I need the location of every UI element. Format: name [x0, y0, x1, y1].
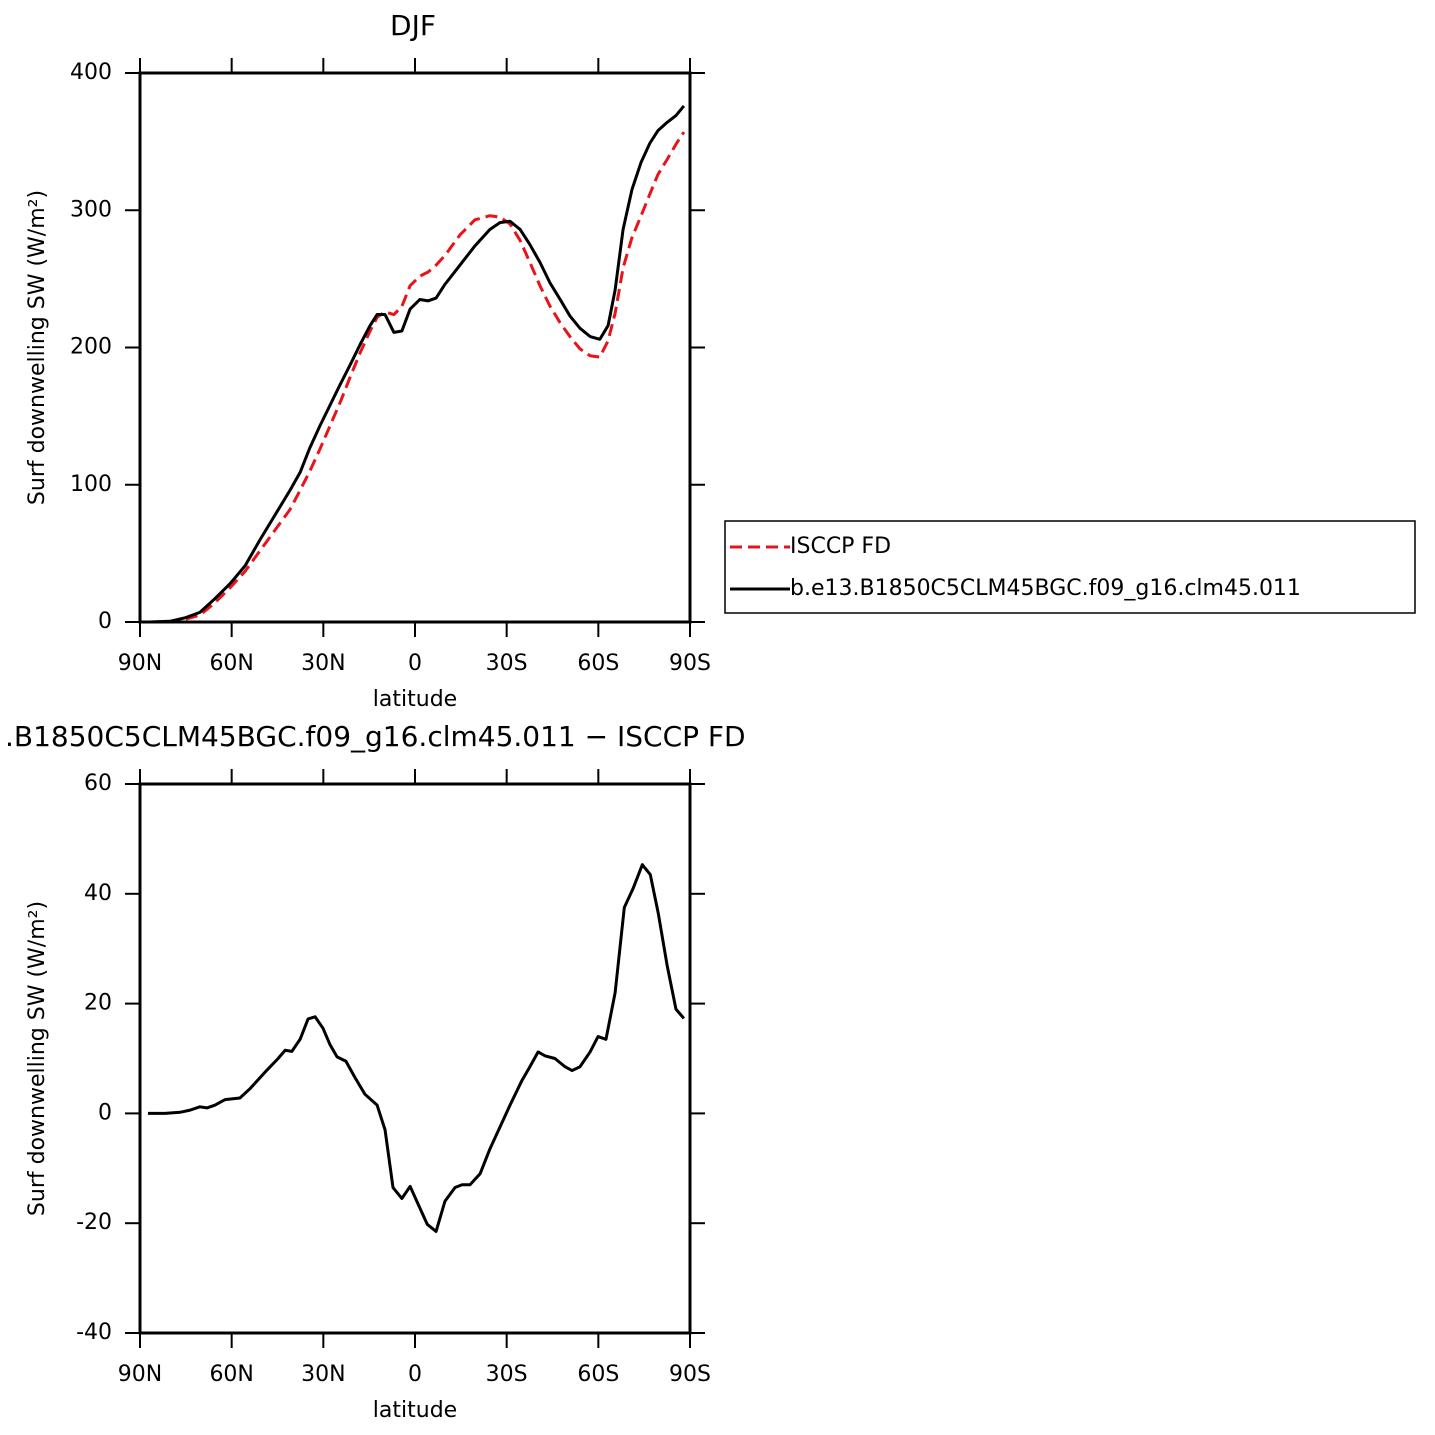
x-tick-label: 0 [408, 1362, 422, 1387]
y-tick-label: 100 [70, 472, 112, 497]
data-line [147, 863, 686, 1233]
x-tick-label: 90N [118, 1362, 162, 1387]
y-axis-label: Surf downwelling SW (W/m²) [25, 190, 50, 505]
chart-title: DJF [390, 9, 436, 42]
x-axis-label: latitude [373, 687, 457, 712]
chart-title: .B1850C5CLM45BGC.f09_g16.clm45.011 − ISC… [5, 720, 746, 753]
y-axis-label: Surf downwelling SW (W/m²) [25, 901, 50, 1216]
x-tick-label: 0 [408, 651, 422, 676]
plot-frame [138, 71, 692, 624]
x-tick-label: 30N [301, 1362, 345, 1387]
x-tick-label: 30N [301, 651, 345, 676]
x-tick-label: 30S [486, 1362, 528, 1387]
x-tick-label: 90N [118, 651, 162, 676]
x-tick-label: 60N [209, 1362, 253, 1387]
y-tick-label: 300 [70, 197, 112, 222]
data-line [150, 131, 686, 624]
y-tick-label: 400 [70, 60, 112, 85]
x-tick-label: 30S [486, 651, 528, 676]
plot-frame [138, 782, 692, 1335]
y-tick-label: -20 [76, 1210, 112, 1235]
y-tick-label: -40 [76, 1320, 112, 1345]
legend-label: ISCCP FD [790, 534, 891, 559]
y-tick-label: 0 [98, 1100, 112, 1125]
x-tick-label: 60N [209, 651, 253, 676]
x-tick-label: 60S [577, 651, 619, 676]
y-tick-label: 0 [98, 609, 112, 634]
y-tick-label: 20 [84, 991, 112, 1016]
legend-label: b.e13.B1850C5CLM45BGC.f09_g16.clm45.011 [790, 576, 1301, 601]
x-axis-label: latitude [373, 1398, 457, 1423]
data-line [150, 104, 686, 624]
y-tick-label: 60 [84, 771, 112, 796]
x-tick-label: 60S [577, 1362, 619, 1387]
legend-box [724, 520, 1416, 614]
y-tick-label: 200 [70, 335, 112, 360]
y-tick-label: 40 [84, 881, 112, 906]
x-tick-label: 90S [669, 1362, 711, 1387]
x-tick-label: 90S [669, 651, 711, 676]
